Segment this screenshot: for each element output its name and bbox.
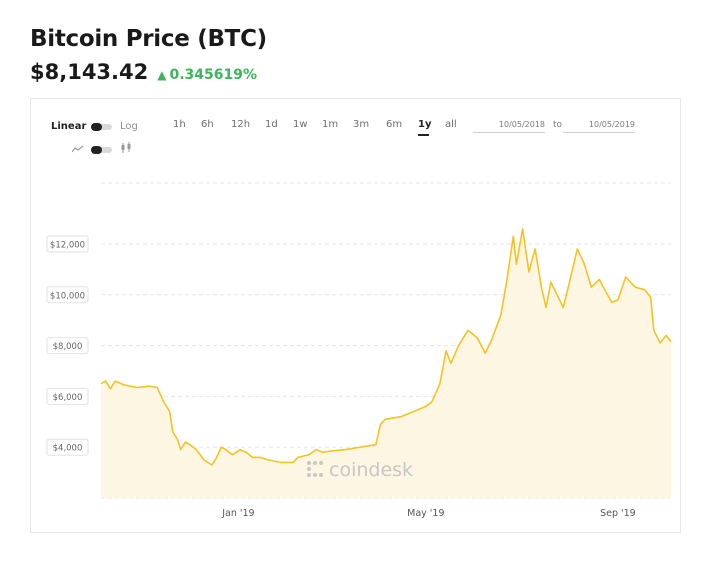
x-tick-label: Sep '19 [600,508,636,519]
y-tick-box [46,286,89,304]
y-tick: $6,000 [46,387,89,405]
y-tick-label: $12,000 [50,240,85,250]
price-change: ▲ 0.345619% [157,67,257,83]
y-tick: $8,000 [46,337,89,355]
y-tick-box [46,438,89,456]
y-tick: $12,000 [46,235,89,253]
price-change-value: 0.345619% [169,67,258,83]
price-line [100,227,672,466]
range-12h[interactable]: 12h [231,119,251,130]
chart-area [100,227,672,498]
coindesk-watermark: coindesk [307,459,413,481]
range-6m[interactable]: 6m [386,119,403,130]
y-tick-label: $6,000 [53,393,83,403]
y-tick-label: $10,000 [50,291,85,301]
current-price: $8,143.42 [30,60,149,84]
y-tick: $4,000 [46,438,89,456]
date-to-input[interactable] [563,117,635,133]
range-1y[interactable]: 1y [418,119,432,130]
y-tick-box [46,235,89,253]
page-title: Bitcoin Price (BTC) [30,26,267,52]
coindesk-watermark-text: coindesk [329,459,413,481]
line-chart-icon[interactable] [72,145,84,153]
date-from-input[interactable] [473,117,545,133]
y-tick: $10,000 [46,286,89,304]
y-tick-box [46,387,89,405]
range-1w[interactable]: 1w [293,119,308,130]
y-tick-label: $8,000 [53,342,83,352]
scale-log-label[interactable]: Log [120,121,138,132]
scale-toggle-knob [91,123,102,131]
chart-panel: Linear Log 1h 6h 12h 1d 1w 1m 3m 6m 1y a… [30,98,681,533]
range-all[interactable]: all [445,119,457,130]
scale-linear-label[interactable]: Linear [51,121,87,132]
y-tick-label: $4,000 [53,444,83,454]
price-row: $8,143.42 ▲ 0.345619% [30,60,257,84]
y-axis: $4,000 $6,000 $8,000 $10,000 $12,000 [46,235,89,456]
candlestick-icon[interactable] [120,142,132,154]
chart-type-toggle-knob [91,146,102,154]
active-range-underline [418,134,429,136]
up-arrow-icon: ▲ [157,68,167,82]
scale-toggle[interactable] [91,123,112,131]
date-to-label: to [553,120,563,130]
range-1h[interactable]: 1h [173,119,186,130]
price-area-fill [101,228,671,498]
range-3m[interactable]: 3m [353,119,370,130]
chart-type-toggle[interactable] [91,146,112,154]
coindesk-logo-icon [307,461,323,477]
x-axis: Jan '19 May '19 Sep '19 [221,508,635,519]
range-1m[interactable]: 1m [322,119,339,130]
range-6h[interactable]: 6h [201,119,214,130]
x-tick-label: Jan '19 [221,508,254,519]
range-1d[interactable]: 1d [265,119,278,130]
y-tick-box [46,337,89,355]
x-tick-label: May '19 [407,508,444,519]
